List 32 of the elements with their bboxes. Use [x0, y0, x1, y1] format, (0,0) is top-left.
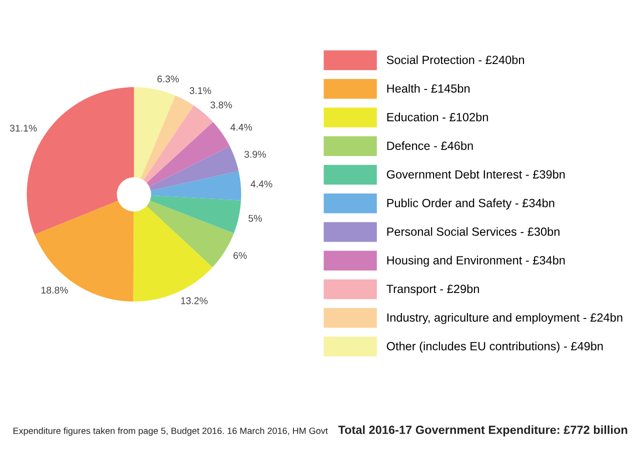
- legend-label: Transport - £29bn: [386, 284, 479, 296]
- text: Expenditure figures taken from page 5, Budget 2016. 16 March 2016, HM Govt: [14, 427, 328, 436]
- data-label: 3.8%: [210, 101, 232, 108]
- text: Total 2016-17 Government Expenditure: £772 billion: [338, 425, 628, 436]
- donut-slice: [140, 95, 194, 180]
- legend-label: Defence - £46bn: [387, 141, 473, 150]
- legend-label: Other (includes EU contributions) - £49bn: [386, 342, 603, 353]
- legend-label: Industry, agriculture and employment - £24bn: [387, 313, 622, 324]
- legend-label: Education - £102bn: [387, 112, 488, 122]
- data-label: 31.1%: [10, 124, 37, 132]
- legend-label: Health - £145bn: [387, 84, 470, 93]
- donut-slice: [134, 87, 176, 179]
- data-label: 5%: [248, 214, 262, 222]
- legend-label: Public Order and Safety - £34bn: [387, 198, 554, 210]
- data-label: 4.4%: [230, 124, 252, 131]
- legend-label: Personal Social Services - £30bn: [387, 227, 560, 236]
- data-label: 6.3%: [157, 76, 179, 82]
- legend-label: Housing and Environment - £34bn: [387, 256, 565, 267]
- donut-slice: [146, 200, 234, 268]
- donut-slice: [149, 146, 239, 191]
- legend-label: Government Debt Interest - £39bn: [386, 170, 565, 179]
- data-label: 13.2%: [181, 297, 208, 304]
- data-label: 4.4%: [250, 180, 272, 188]
- donut-slice: [150, 195, 241, 234]
- donut-slice: [34, 200, 134, 302]
- legend-label: Social Protection - £240bn: [386, 55, 524, 64]
- data-label: 3.1%: [190, 87, 212, 94]
- data-label: 18.8%: [41, 286, 68, 294]
- donut-slice: [146, 122, 230, 187]
- donut-slice: [150, 170, 242, 200]
- data-label: 3.9%: [244, 150, 266, 158]
- data-label: 6%: [234, 252, 247, 259]
